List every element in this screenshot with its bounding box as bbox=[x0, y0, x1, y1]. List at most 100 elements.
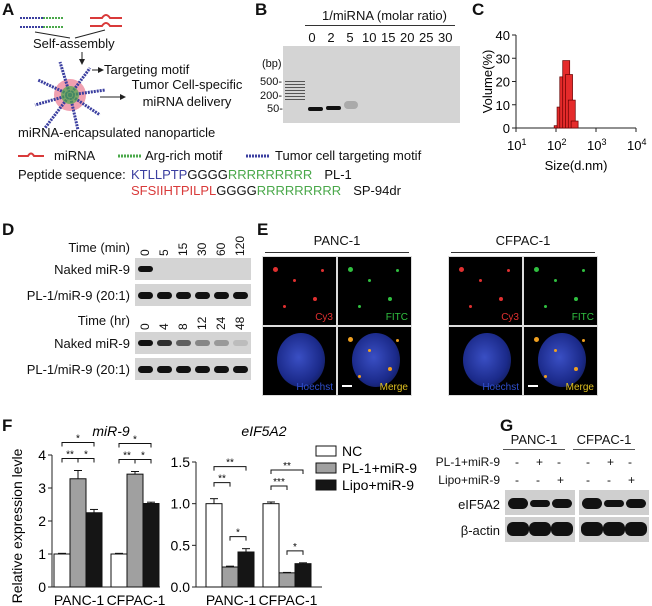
band bbox=[625, 522, 647, 536]
time-min-value: 5 bbox=[157, 249, 171, 256]
panel-label-f: F bbox=[2, 416, 13, 435]
x-tick-label: 103 bbox=[587, 137, 606, 153]
y-tick-label: 2 bbox=[38, 513, 46, 529]
category-label: PANC-1 bbox=[54, 592, 105, 606]
band bbox=[176, 340, 191, 346]
bar-lipo-mir-9 bbox=[142, 503, 160, 588]
pl1-name: PL-1 bbox=[324, 167, 352, 182]
micrograph-cy3: Cy3 bbox=[262, 256, 337, 326]
significance-bracket bbox=[270, 469, 304, 474]
nanoparticle-schematic bbox=[20, 14, 126, 131]
band bbox=[604, 500, 624, 507]
significance-bracket bbox=[134, 459, 152, 464]
lane-label: 15 bbox=[381, 30, 396, 45]
band bbox=[157, 292, 172, 299]
band bbox=[551, 522, 573, 536]
y-tick-label: 1 bbox=[38, 546, 46, 562]
x-axis-label: Size(d.nm) bbox=[545, 158, 608, 173]
sign: - bbox=[628, 455, 632, 469]
band bbox=[157, 340, 172, 346]
category-label: PANC-1 bbox=[206, 592, 257, 606]
fluorescent-spot bbox=[283, 305, 286, 308]
blot-eif5a2 bbox=[579, 490, 649, 515]
time-min-value: 0 bbox=[138, 249, 152, 256]
gel-pl1-hr bbox=[135, 358, 251, 380]
agarose-gel bbox=[283, 46, 460, 123]
lane-label: 5 bbox=[346, 30, 354, 45]
channel-label: FITC bbox=[571, 312, 594, 323]
fluorescent-spot bbox=[273, 267, 278, 272]
time-hr-value: 4 bbox=[157, 323, 171, 330]
x-tick-base: 10 bbox=[547, 138, 561, 153]
significance-bracket bbox=[213, 482, 231, 487]
band bbox=[195, 292, 210, 299]
band bbox=[581, 522, 603, 536]
bar-pl-1-mir-9 bbox=[221, 566, 239, 588]
naked-mir9-label: Naked miR-9 bbox=[54, 262, 130, 277]
category-label: CFPAC-1 bbox=[259, 592, 318, 606]
significance-marker: * bbox=[236, 528, 240, 539]
band-lane-5 bbox=[344, 101, 358, 109]
sign: - bbox=[557, 455, 561, 469]
x-tick-exp: 4 bbox=[641, 137, 646, 147]
fluorescent-spot bbox=[321, 269, 324, 272]
band bbox=[603, 522, 625, 536]
x-tick-label: 104 bbox=[627, 137, 646, 153]
band bbox=[530, 500, 550, 507]
nucleus bbox=[277, 333, 325, 387]
fluorescent-spot bbox=[534, 267, 539, 272]
channel-label: FITC bbox=[385, 312, 408, 323]
chart-title: eIF5A2 bbox=[241, 423, 286, 439]
targeting-motif-label: Targeting motif bbox=[104, 62, 190, 77]
cell-line-header: CFPAC-1 bbox=[576, 432, 632, 447]
naked-mir9-hr-label: Naked miR-9 bbox=[54, 336, 130, 351]
nucleus bbox=[538, 333, 586, 387]
band bbox=[214, 366, 229, 373]
fluorescent-spot bbox=[358, 305, 361, 308]
x-tick-exp: 2 bbox=[561, 137, 566, 147]
bar-pl-1-mir-9 bbox=[69, 478, 87, 588]
significance-marker: *** bbox=[273, 477, 285, 488]
band bbox=[138, 292, 153, 299]
sign: + bbox=[536, 455, 544, 469]
significance-marker: ** bbox=[226, 458, 234, 469]
panel-label-g: G bbox=[500, 416, 514, 435]
lane-label: 0 bbox=[308, 30, 316, 45]
expression-charts: 0 1 2 3 4 miR-9 Relative expression levle PANC-… bbox=[9, 423, 417, 606]
fluorescent-spot bbox=[293, 279, 296, 282]
band bbox=[529, 522, 551, 536]
band bbox=[195, 366, 210, 373]
y-axis-label: Relative expression levle bbox=[9, 448, 25, 603]
bar-lipo-mir-9 bbox=[237, 551, 255, 588]
category-label: CFPAC-1 bbox=[107, 592, 166, 606]
panel-label-b: B bbox=[255, 0, 268, 19]
fluorescent-spot bbox=[499, 297, 503, 301]
peptide-pl1: KTLLPTPGGGGRRRRRRRRR PL-1 bbox=[131, 167, 352, 182]
gel-naked-hr bbox=[135, 332, 251, 354]
y-tick-label: 4 bbox=[38, 447, 46, 463]
bar-pl-1-mir-9 bbox=[278, 572, 296, 588]
lane-label: 10 bbox=[362, 30, 377, 45]
histogram-bar bbox=[570, 120, 579, 129]
fluorescent-spot bbox=[554, 349, 557, 352]
band-lane-0 bbox=[308, 107, 323, 111]
gel-naked-min bbox=[135, 258, 251, 280]
marker-50: 50- bbox=[267, 103, 283, 115]
legend-icons bbox=[18, 152, 270, 158]
sp94-arg: RRRRRRRRR bbox=[256, 183, 342, 198]
sign: - bbox=[515, 455, 519, 469]
gel-pl1-min bbox=[135, 284, 251, 306]
mirna-duplex-icon bbox=[90, 14, 122, 27]
significance-marker: * bbox=[293, 542, 297, 553]
panel-label-d: D bbox=[2, 220, 15, 239]
time-hr-value: 12 bbox=[195, 316, 209, 330]
fluorescent-spot bbox=[388, 367, 392, 371]
pl1-arg: RRRRRRRRR bbox=[227, 167, 313, 182]
ratio-line bbox=[305, 25, 455, 26]
channel-label: Merge bbox=[379, 382, 408, 393]
x-tick-label: 101 bbox=[507, 137, 526, 153]
time-min-value: 15 bbox=[176, 242, 190, 256]
legend-swatch bbox=[315, 479, 337, 491]
legend-swatch bbox=[315, 462, 337, 474]
